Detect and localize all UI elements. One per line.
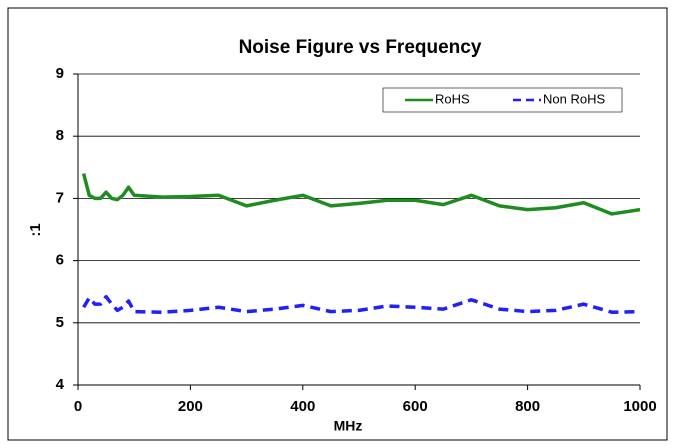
y-tick-label: 4	[56, 376, 65, 393]
x-tick-label: 800	[515, 398, 540, 415]
y-tick-label: 8	[56, 127, 64, 144]
x-tick-label: 600	[403, 398, 428, 415]
y-tick-label: 9	[56, 65, 64, 82]
chart-title: Noise Figure vs Frequency	[239, 37, 482, 58]
y-tick-label: 6	[56, 252, 64, 269]
y-tick-label: 7	[56, 189, 64, 206]
series-line	[81, 173, 641, 216]
legend-label: RoHS	[435, 91, 470, 106]
y-axis-label: :1	[27, 223, 44, 236]
y-tick-label: 5	[56, 314, 64, 331]
chart-border	[7, 7, 668, 441]
legend-label: Non RoHS	[543, 91, 605, 106]
x-tick-label: 1000	[623, 398, 656, 415]
x-tick-label: 200	[178, 398, 203, 415]
x-tick-label: 400	[290, 398, 315, 415]
series-line	[82, 294, 641, 314]
x-tick-label: 0	[74, 398, 82, 415]
x-axis-label: MHz	[334, 418, 363, 434]
